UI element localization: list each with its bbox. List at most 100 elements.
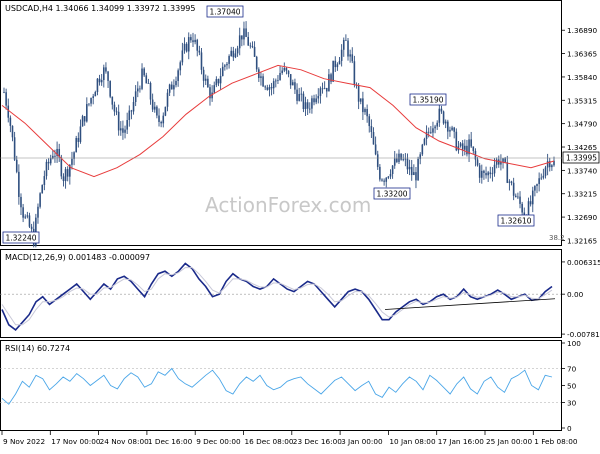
candle-body [379,166,381,180]
price-tick-label: 1.36890 [567,26,598,35]
candle-body [461,143,464,150]
candle-body [24,216,27,218]
candle-body [20,196,22,208]
candle-body [258,69,260,79]
candle-body [500,161,502,165]
candle-body [493,164,496,174]
price-tick-label: 1.35315 [567,96,597,105]
candle-body [419,154,422,159]
candle-body [185,43,188,52]
candle-body [209,87,211,99]
time-tick-label: 23 Dec 16:00 [293,437,342,446]
candle-body [294,82,296,90]
candle-body [349,54,351,57]
candle-body [115,111,118,113]
candle-body [342,39,345,50]
rsi-header: RSI(14) 60.7274 [5,344,70,353]
candle-body [119,128,122,131]
candle-body [292,82,294,86]
candle-body [47,161,50,164]
price-tick-label: 1.34790 [567,120,598,129]
candle-body [221,66,224,77]
candle-body [480,170,483,178]
candle-body [283,68,286,71]
time-tick-label: 25 Jan 00:00 [486,437,533,446]
candle-body [213,85,216,93]
candle-body [353,61,356,86]
candle-body [52,155,54,159]
candle-body [81,116,84,127]
candle-body [83,116,86,122]
candle-body [100,80,103,83]
candle-body [472,146,475,152]
candle-body [308,108,311,110]
candle-body [3,92,5,93]
candle-body [198,50,201,53]
candle-body [43,176,46,186]
candle-body [345,39,347,41]
price-annotation-label: 1.32240 [6,234,37,243]
price-annotation-box [373,187,411,200]
candle-body [321,88,324,90]
candle-body [455,131,458,151]
candle-body [73,152,75,159]
price-annotation-label: 1.35190 [413,96,444,105]
candle-body [128,110,131,121]
candle-body [105,67,107,72]
candle-body [202,69,205,81]
candle-body [391,165,394,175]
candle-body [508,181,511,183]
candle-body [122,128,124,133]
candle-body [529,201,532,205]
candle-body [376,154,379,167]
candle-body [69,164,71,177]
candle-body [306,102,309,109]
candle-body [502,158,504,162]
candle-body [153,106,156,110]
candle-body [28,215,31,227]
candle-body [351,54,354,62]
candle-body [243,28,245,40]
candle-body [158,115,160,122]
candle-body [164,106,167,116]
candle-body [177,70,179,81]
candle-body [453,127,455,132]
candle-body [204,78,207,81]
candle-body [139,88,141,90]
candle-body [330,74,332,82]
candle-body [527,201,530,218]
rsi-tick-label: 30 [567,399,577,408]
candle-body [35,217,37,246]
candle-body [285,68,288,71]
candle-body [323,87,326,89]
candle-body [553,160,555,166]
candle-body [196,39,199,51]
candle-body [362,98,364,113]
rsi-tick-label: 100 [567,339,581,348]
candle-body [22,207,24,218]
candle-body [179,62,182,71]
candle-body [538,178,540,185]
candle-body [287,70,290,75]
candle-body [211,92,213,99]
candle-body [476,159,479,166]
candle-body [5,92,7,106]
macd-tick-label: 0.00 [567,290,584,299]
candle-body [317,95,320,99]
rsi-line [1,367,553,405]
candle-body [60,157,63,177]
candle-body [544,167,547,176]
candle-body [406,158,409,170]
rsi-tick-label: 70 [567,365,577,374]
candle-body [325,87,328,92]
candle-body [542,175,545,178]
candle-body [487,172,489,176]
candle-body [92,96,94,98]
candle-body [430,131,432,133]
price-tick-label: 1.35840 [567,73,598,82]
candle-body [404,158,407,160]
time-tick-label: 24 Nov 08:00 [100,437,150,446]
candle-body [425,131,428,139]
candle-body [296,89,298,101]
